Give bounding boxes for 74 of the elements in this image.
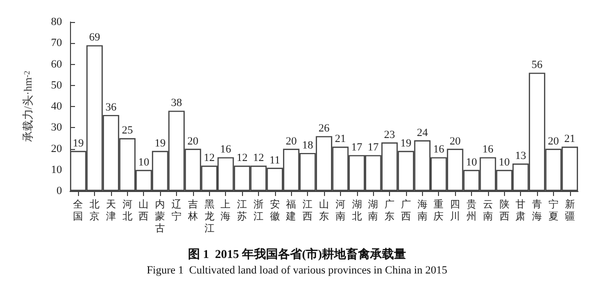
data-label: 19 [154,137,166,150]
text: 图 1 2015 年我国各省(市)耕地畜禽承载量 [188,247,406,261]
text: Figure 1 Cultivated land load of various provinces in China in 2015 [146,264,448,276]
x-tick-label: 四川 [450,200,460,222]
data-label: 10 [498,156,510,168]
x-tick-label: 河北 [122,198,132,222]
x-tick-label: 广东 [384,198,395,222]
data-label: 20 [450,135,462,148]
data-label: 19 [400,137,412,150]
y-tick-label: 50 [51,79,62,92]
x-tick-label: 吉林 [186,198,198,222]
y-axis-title: 承载力/头·hm-2 [22,70,34,142]
data-label: 26 [318,122,330,135]
x-tick-label: 北京 [90,198,100,222]
x-tick-label: 重庆 [434,198,444,222]
data-label: 16 [433,144,445,156]
data-label: 21 [564,133,576,146]
x-tick-label: 山西 [138,198,149,222]
x-tick-label: 河南 [335,198,346,222]
x-tick-label: 山东 [319,198,329,222]
x-tick-label: 浙江 [253,198,264,222]
y-tick-label: 80 [51,16,62,28]
x-tick-label: 福建 [285,198,296,222]
x-tick-label: 辽宁 [172,198,182,222]
y-tick-label: 60 [51,58,62,70]
data-label: 17 [351,142,363,154]
x-tick-label: 江苏 [237,198,248,222]
x-tick-label: 黑龙江 [204,200,214,234]
data-label: 23 [384,128,396,141]
data-label: 12 [236,152,248,164]
x-tick-label: 江西 [302,198,313,222]
x-tick-label: 天津 [106,200,116,222]
x-tick-label: 陕西 [499,198,510,222]
x-tick-label: 青海 [532,198,542,222]
data-label: 20 [548,135,560,148]
x-tick-label: 安徽 [270,198,280,222]
x-tick-label: 海南 [417,198,428,222]
data-label: 56 [532,59,544,72]
data-label: 36 [105,101,117,114]
x-tick-label: 宁夏 [548,198,558,222]
y-tick-label: 20 [51,142,62,155]
y-tick-label: 0 [56,185,62,197]
data-label: 25 [122,124,134,137]
x-tick-label: 上海 [220,198,231,222]
x-tick-label: 全国 [73,198,84,222]
x-tick-label: 湖北 [352,198,362,222]
data-label: 19 [72,137,84,150]
x-tick-label: 云南 [482,200,493,222]
y-tick-label: 70 [51,37,62,50]
data-label: 10 [466,156,478,168]
data-label: 20 [286,135,298,148]
y-tick-label: 10 [51,164,62,176]
data-label: 38 [171,97,183,110]
data-label: 11 [270,154,280,166]
y-tick-label: 40 [51,100,62,112]
data-label: 12 [252,152,264,164]
data-label: 16 [482,144,494,156]
data-label: 21 [334,133,346,146]
data-label: 16 [220,144,232,156]
y-tick-label: 30 [51,122,62,134]
data-label: 17 [368,142,380,154]
data-label: 69 [89,32,101,44]
data-label: 13 [515,150,527,162]
data-label: 24 [416,126,428,139]
data-label: 12 [204,152,215,164]
x-tick-label: 新疆 [564,198,575,222]
data-label: 20 [187,135,199,148]
data-label: 10 [138,156,150,168]
data-label: 18 [302,139,314,152]
x-tick-label: 甘肃 [516,198,526,222]
x-tick-label: 内蒙古 [155,198,166,234]
x-tick-label: 贵州 [466,198,476,222]
x-tick-label: 湖南 [368,198,378,222]
x-tick-label: 广西 [400,198,411,222]
